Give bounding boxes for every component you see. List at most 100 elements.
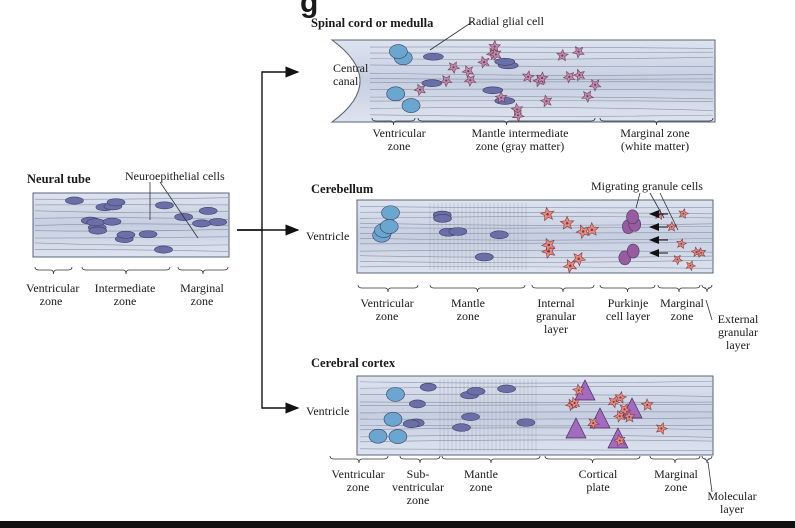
cx-migrating-cell-nucleus	[577, 389, 580, 392]
spinal-glial-cell-nucleus	[540, 77, 544, 80]
callout-leader	[659, 192, 679, 231]
cell-layer	[34, 39, 714, 452]
central-canal	[331, 39, 361, 123]
cortex-title: Cerebral cortex	[311, 356, 396, 370]
cb-fiber	[359, 242, 713, 245]
cb-external-granule-cell-nucleus	[700, 251, 703, 254]
cb-external-granule-cell-nucleus	[680, 242, 683, 245]
zone-brace	[329, 455, 389, 464]
cb-fiber	[359, 259, 713, 263]
neuroepithelial-cell	[208, 218, 227, 226]
cb-ventricular-cell	[379, 219, 399, 234]
cb-purkinje-layer: Purkinje cell layer	[605, 296, 651, 323]
cb-fiber	[359, 255, 713, 258]
spinal-glial-cell-nucleus	[545, 100, 548, 103]
cx-ventricular-cell	[368, 428, 388, 444]
zone-brace	[429, 284, 526, 293]
cb-fiber	[359, 211, 713, 215]
cb-external-granular-layer: External granular layer	[717, 312, 759, 352]
cx-mantle-neuron	[497, 384, 516, 393]
cb-purkinje-cell	[626, 243, 640, 259]
neuroepithelial-cell	[116, 230, 136, 239]
cx-migrating-cell-nucleus	[618, 439, 621, 442]
cb-external-granule-cell-nucleus	[670, 225, 673, 228]
cx-migrating-cell-nucleus	[619, 396, 622, 399]
zone-brace	[531, 284, 595, 293]
cx-molecular-layer: Molecular layer	[707, 489, 757, 516]
callout-leader	[707, 461, 713, 493]
spinal-mantle-zone: Mantle intermediate zone (gray matter)	[471, 126, 569, 153]
cx-subventricular-zone: Sub- ventricular zone	[392, 467, 444, 507]
cb-ventricular-zone: Ventricular zone	[360, 296, 414, 323]
central-canal-label: Central canal	[333, 61, 369, 88]
nt-fiber	[34, 217, 229, 220]
cx-migrating-cell-nucleus	[612, 400, 615, 403]
neuroepithelial-cell	[138, 230, 158, 239]
neuroepithelial-callout: Neuroepithelial cells	[125, 169, 225, 183]
zone-brace	[649, 455, 701, 464]
cx-cortical-plate: Cortical plate	[578, 467, 618, 494]
cb-fiber	[359, 222, 713, 226]
callout-leader	[635, 192, 641, 209]
cb-mantle-zone: Mantle zone	[451, 296, 485, 323]
neuroepithelial-cell	[86, 218, 106, 227]
neuroepithelial-cell	[154, 245, 173, 254]
zone-brace	[599, 284, 656, 293]
spinal-glial-cell-nucleus	[561, 54, 564, 57]
zone-brace	[81, 266, 171, 275]
zone-brace	[34, 266, 73, 275]
spinal-glial-cell-nucleus	[526, 75, 530, 78]
cb-fiber	[359, 232, 713, 234]
spinal-fiber	[369, 46, 714, 49]
cb-mantle-neuron	[448, 227, 468, 236]
spinal-ventricular-zone: Ventricular zone	[372, 126, 426, 153]
cb-fiber	[359, 238, 713, 241]
spinal-fiber	[369, 51, 714, 54]
spinal-neuron	[421, 79, 443, 87]
zone-brace	[417, 117, 596, 126]
neuroepithelial-cell	[65, 196, 84, 205]
cx-ventricular-cell	[383, 412, 403, 427]
cx-migrating-cell-nucleus	[646, 403, 649, 407]
zone-braces	[34, 117, 714, 464]
cropped-heading: g	[300, 0, 319, 19]
cb-ventricular-cell	[381, 205, 400, 221]
spinal-ventricular-cell	[386, 86, 406, 102]
spinal-glial-cell-nucleus	[467, 70, 470, 73]
spinal-ventricular-cell	[401, 98, 421, 113]
callout-leaders	[149, 21, 713, 493]
arrow-to-spinal	[237, 66, 300, 231]
nt-fiber	[34, 249, 229, 252]
cx-mantle-neuron	[516, 418, 536, 427]
neuroepithelial-cell	[192, 219, 211, 228]
cx-migrating-cell-nucleus	[623, 408, 626, 411]
spinal-neuron	[482, 86, 504, 95]
spinal-fiber	[369, 88, 714, 91]
spinal-marginal-zone: Marginal zone (white matter)	[620, 126, 690, 153]
spinal-glial-cell-nucleus	[452, 66, 455, 69]
cb-external-granule-cell-nucleus	[689, 264, 692, 267]
cx-migrating-cell-nucleus	[628, 415, 631, 419]
cx-mantle-neuron	[466, 387, 486, 396]
cb-purkinje-cell	[626, 209, 639, 225]
zone-brace	[441, 455, 541, 464]
cb-fiber	[359, 250, 713, 253]
spinal-glial-cell-nucleus	[469, 79, 472, 82]
zone-brace	[544, 455, 641, 464]
nt-fiber	[34, 228, 229, 232]
neuroepithelial-cell	[198, 206, 218, 215]
cerebellum-ventricle: Ventricle	[306, 229, 350, 243]
zone-brace	[657, 284, 701, 293]
cb-mantle-neuron	[474, 252, 494, 262]
neuroepithelial-cell	[155, 201, 174, 210]
callout-leader	[159, 181, 199, 239]
zone-brace	[599, 117, 714, 126]
spinal-fiber	[369, 64, 714, 67]
callout-leader	[705, 299, 713, 321]
cb-fiber	[359, 206, 713, 209]
spinal-ventricular-cell	[389, 44, 408, 59]
cb-fiber	[359, 266, 713, 269]
cx-migrating-cell-nucleus	[660, 427, 663, 430]
cerebellum-title: Cerebellum	[311, 182, 374, 196]
